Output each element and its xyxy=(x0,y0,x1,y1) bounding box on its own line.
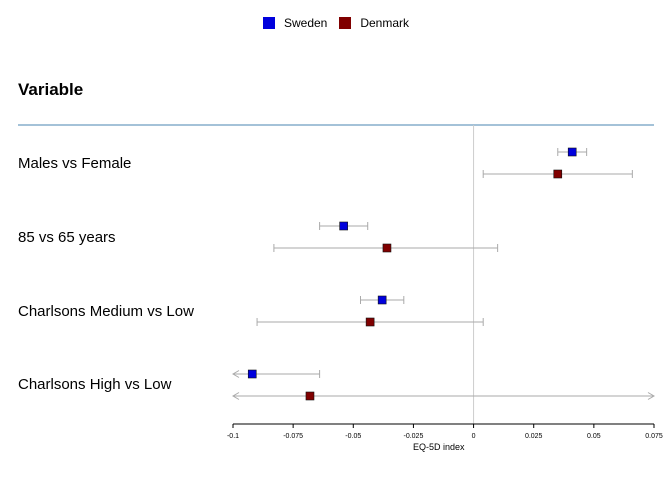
legend-swatch-denmark xyxy=(339,17,352,29)
row-label-charlsons-medium-vs-low: Charlsons Medium vs Low xyxy=(18,303,194,320)
row-label-males-vs-female: Males vs Female xyxy=(18,155,132,172)
legend-label-sweden: Sweden xyxy=(283,16,328,30)
x-axis-label: EQ-5D index xyxy=(413,442,465,452)
point-estimate xyxy=(339,221,348,231)
x-tick-label: -0.025 xyxy=(403,433,423,440)
estimate-sweden xyxy=(232,369,321,379)
legend-swatch-sweden xyxy=(262,17,275,29)
estimate-sweden xyxy=(319,221,369,231)
ci-arrow-left xyxy=(232,370,240,378)
estimate-denmark xyxy=(232,391,655,401)
legend: Sweden Denmark xyxy=(0,16,672,30)
estimate-denmark xyxy=(256,317,484,327)
estimate-denmark xyxy=(482,169,633,179)
x-tick-label: -0.1 xyxy=(227,433,239,440)
x-tick-label: 0.05 xyxy=(587,433,601,440)
estimate-marks xyxy=(232,147,655,401)
point-estimate xyxy=(377,295,387,305)
row-label-charlsons-high-vs-low: Charlsons High vs Low xyxy=(18,376,172,393)
estimate-sweden xyxy=(557,147,588,157)
point-estimate xyxy=(567,147,577,157)
x-tick-label: 0.075 xyxy=(645,433,663,440)
x-tick-label: 0 xyxy=(472,433,476,440)
estimate-sweden xyxy=(360,295,405,305)
ci-arrow-right xyxy=(647,392,655,400)
estimate-denmark xyxy=(273,243,499,253)
point-estimate xyxy=(382,243,392,253)
x-axis-ticks: -0.1 -0.075 -0.05 -0.025 0 0.025 0.05 0.075 xyxy=(227,424,663,440)
legend-label-denmark: Denmark xyxy=(360,16,410,30)
ci-arrow-left xyxy=(232,392,240,400)
point-estimate xyxy=(305,391,315,401)
x-tick-label: 0.025 xyxy=(525,433,543,440)
variable-column-title: Variable xyxy=(18,80,84,99)
row-label-85-vs-65-years: 85 vs 65 years xyxy=(18,229,116,246)
legend-item-denmark: Denmark xyxy=(339,16,409,30)
legend-item-sweden: Sweden xyxy=(262,16,328,30)
x-tick-label: -0.05 xyxy=(345,433,361,440)
x-tick-label: -0.075 xyxy=(283,433,303,440)
point-estimate xyxy=(553,169,563,179)
point-estimate xyxy=(247,369,257,379)
point-estimate xyxy=(365,317,375,327)
